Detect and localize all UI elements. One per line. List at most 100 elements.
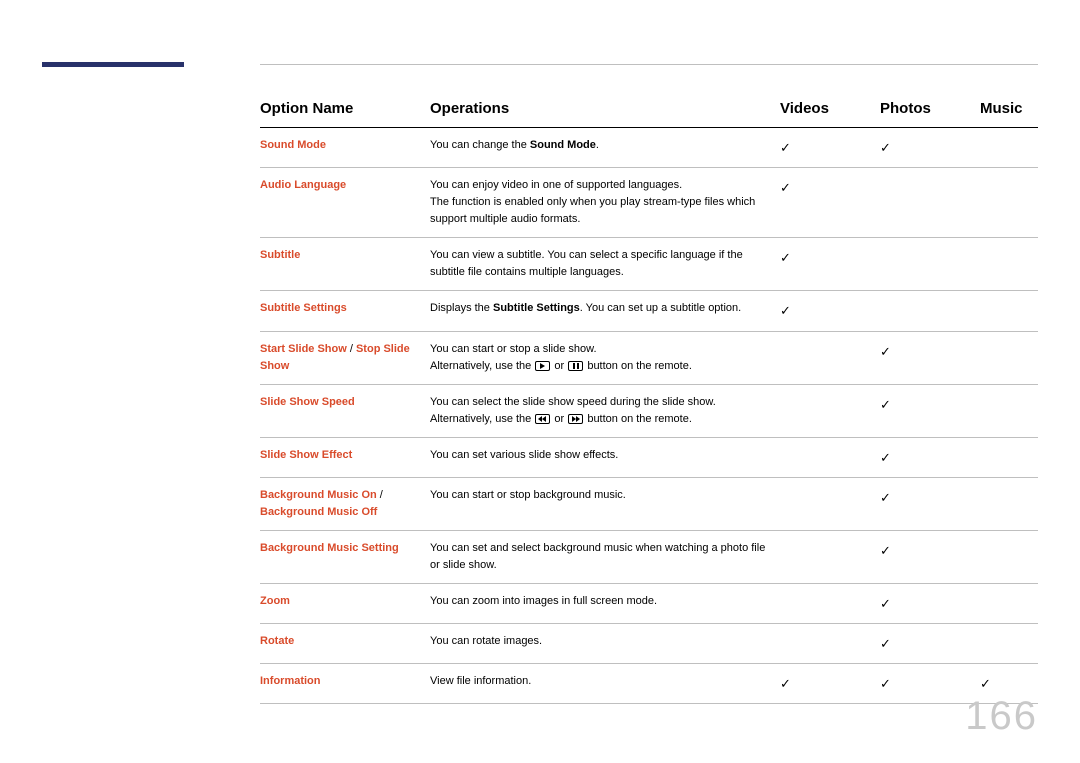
table-row: Rotate You can rotate images. ✓ bbox=[260, 624, 1038, 664]
table-row: Background Music On / Background Music O… bbox=[260, 477, 1038, 530]
option-ops: You can start or stop a slide show. Alte… bbox=[430, 331, 780, 384]
photos-cell: ✓ bbox=[880, 530, 980, 583]
option-name: Sound Mode bbox=[260, 128, 430, 168]
table-row: Zoom You can zoom into images in full sc… bbox=[260, 584, 1038, 624]
option-ops: You can set and select background music … bbox=[430, 530, 780, 583]
photos-cell: ✓ bbox=[880, 624, 980, 664]
table-row: Start Slide Show / Stop Slide Show You c… bbox=[260, 331, 1038, 384]
videos-cell: ✓ bbox=[780, 168, 880, 238]
col-header-videos: Videos bbox=[780, 92, 880, 128]
ops-text: . You can set up a subtitle option. bbox=[580, 302, 741, 314]
videos-cell bbox=[780, 331, 880, 384]
option-name: Start Slide Show / Stop Slide Show bbox=[260, 331, 430, 384]
option-name: Slide Show Speed bbox=[260, 384, 430, 437]
music-cell bbox=[980, 530, 1038, 583]
option-name: Zoom bbox=[260, 584, 430, 624]
option-ops: You can zoom into images in full screen … bbox=[430, 584, 780, 624]
table-row: Sound Mode You can change the Sound Mode… bbox=[260, 128, 1038, 168]
music-cell bbox=[980, 291, 1038, 331]
photos-cell: ✓ bbox=[880, 477, 980, 530]
videos-cell: ✓ bbox=[780, 238, 880, 291]
ops-text: or bbox=[551, 360, 567, 372]
option-ops: You can view a subtitle. You can select … bbox=[430, 238, 780, 291]
music-cell bbox=[980, 331, 1038, 384]
table-row: Background Music Setting You can set and… bbox=[260, 530, 1038, 583]
option-name: Rotate bbox=[260, 624, 430, 664]
photos-cell: ✓ bbox=[880, 128, 980, 168]
option-name: Subtitle bbox=[260, 238, 430, 291]
table-header-row: Option Name Operations Videos Photos Mus… bbox=[260, 92, 1038, 128]
table-row: Subtitle Settings Displays the Subtitle … bbox=[260, 291, 1038, 331]
videos-cell bbox=[780, 584, 880, 624]
ops-text: You can start or stop a slide show. bbox=[430, 343, 597, 355]
music-cell bbox=[980, 128, 1038, 168]
videos-cell: ✓ bbox=[780, 664, 880, 704]
rewind-icon bbox=[535, 414, 550, 424]
ops-text: Alternatively, use the bbox=[430, 360, 534, 372]
photos-cell: ✓ bbox=[880, 437, 980, 477]
ops-text: You can enjoy video in one of supported … bbox=[430, 179, 682, 191]
videos-cell: ✓ bbox=[780, 291, 880, 331]
music-cell bbox=[980, 384, 1038, 437]
col-header-music: Music bbox=[980, 92, 1038, 128]
option-name-part: Background Music Off bbox=[260, 506, 377, 518]
photos-cell: ✓ bbox=[880, 584, 980, 624]
music-cell bbox=[980, 584, 1038, 624]
option-ops: You can rotate images. bbox=[430, 624, 780, 664]
music-cell bbox=[980, 437, 1038, 477]
option-name: Slide Show Effect bbox=[260, 437, 430, 477]
photos-cell bbox=[880, 291, 980, 331]
table-row: Slide Show Effect You can set various sl… bbox=[260, 437, 1038, 477]
ops-text: The function is enabled only when you pl… bbox=[430, 196, 755, 225]
table-row: Information View file information. ✓ ✓ ✓ bbox=[260, 664, 1038, 704]
option-ops: View file information. bbox=[430, 664, 780, 704]
option-name-sep: / bbox=[347, 343, 356, 355]
table-row: Audio Language You can enjoy video in on… bbox=[260, 168, 1038, 238]
ops-text: button on the remote. bbox=[584, 360, 692, 372]
option-name-part: Background Music On bbox=[260, 489, 377, 501]
options-table-container: Option Name Operations Videos Photos Mus… bbox=[260, 92, 1038, 704]
ops-text: or bbox=[551, 413, 567, 425]
videos-cell bbox=[780, 530, 880, 583]
music-cell bbox=[980, 477, 1038, 530]
table-row: Slide Show Speed You can select the slid… bbox=[260, 384, 1038, 437]
photos-cell: ✓ bbox=[880, 384, 980, 437]
music-cell bbox=[980, 624, 1038, 664]
col-header-ops: Operations bbox=[430, 92, 780, 128]
option-ops: Displays the Subtitle Settings. You can … bbox=[430, 291, 780, 331]
header-accent-rule bbox=[42, 62, 184, 67]
options-table: Option Name Operations Videos Photos Mus… bbox=[260, 92, 1038, 704]
option-name: Audio Language bbox=[260, 168, 430, 238]
ops-text: You can change the bbox=[430, 139, 530, 151]
music-cell bbox=[980, 168, 1038, 238]
page-number: 166 bbox=[965, 694, 1038, 739]
option-name: Background Music Setting bbox=[260, 530, 430, 583]
ops-text: . bbox=[596, 139, 599, 151]
videos-cell bbox=[780, 384, 880, 437]
col-header-name: Option Name bbox=[260, 92, 430, 128]
option-name: Information bbox=[260, 664, 430, 704]
option-ops: You can select the slide show speed duri… bbox=[430, 384, 780, 437]
option-ops: You can set various slide show effects. bbox=[430, 437, 780, 477]
videos-cell: ✓ bbox=[780, 128, 880, 168]
option-ops: You can enjoy video in one of supported … bbox=[430, 168, 780, 238]
fast-forward-icon bbox=[568, 414, 583, 424]
ops-bold: Subtitle Settings bbox=[493, 302, 580, 314]
ops-text: button on the remote. bbox=[584, 413, 692, 425]
option-name-sep: / bbox=[377, 489, 383, 501]
option-name: Background Music On / Background Music O… bbox=[260, 477, 430, 530]
table-row: Subtitle You can view a subtitle. You ca… bbox=[260, 238, 1038, 291]
top-hairline bbox=[260, 64, 1038, 65]
photos-cell: ✓ bbox=[880, 331, 980, 384]
play-icon bbox=[535, 361, 550, 371]
ops-text: You can select the slide show speed duri… bbox=[430, 396, 716, 408]
ops-text: Alternatively, use the bbox=[430, 413, 534, 425]
music-cell bbox=[980, 238, 1038, 291]
option-ops: You can change the Sound Mode. bbox=[430, 128, 780, 168]
option-name: Subtitle Settings bbox=[260, 291, 430, 331]
photos-cell bbox=[880, 238, 980, 291]
videos-cell bbox=[780, 437, 880, 477]
ops-bold: Sound Mode bbox=[530, 139, 596, 151]
ops-text: Displays the bbox=[430, 302, 493, 314]
videos-cell bbox=[780, 624, 880, 664]
